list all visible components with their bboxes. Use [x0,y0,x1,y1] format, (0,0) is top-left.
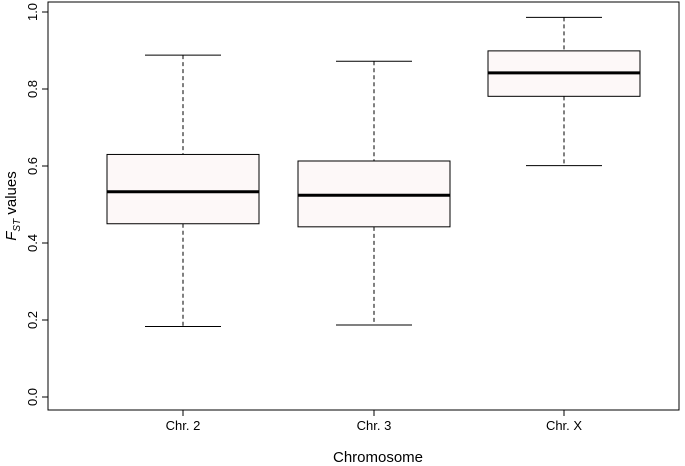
box-chr-x [487,16,641,167]
box-chr-2 [106,54,260,328]
y-tick-label: 0.4 [25,234,40,252]
y-axis-title-subscript: ST [12,218,23,232]
plot-frame [47,1,680,411]
iqr-box [106,153,260,225]
y-axis-title-suffix: values [3,171,20,219]
x-tick-label: Chr. X [546,418,582,433]
boxes [106,16,641,328]
x-tick-label: Chr. 2 [166,418,201,433]
y-tick-label: 1.0 [25,3,40,21]
y-tick-label: 0.2 [25,311,40,329]
y-tick-label: 0.8 [25,80,40,98]
y-axis-title: FST values [3,171,23,240]
x-axis: Chr. 2 Chr. 3 Chr. X [166,410,582,433]
y-axis: 0.0 0.2 0.4 0.6 0.8 1.0 [25,3,48,406]
y-tick-label: 0.0 [25,388,40,406]
y-axis-title-main: F [3,231,20,241]
x-tick-label: Chr. 3 [357,418,392,433]
x-axis-title: Chromosome [333,449,423,466]
box-chr-3 [297,60,451,326]
y-tick-label: 0.6 [25,157,40,175]
